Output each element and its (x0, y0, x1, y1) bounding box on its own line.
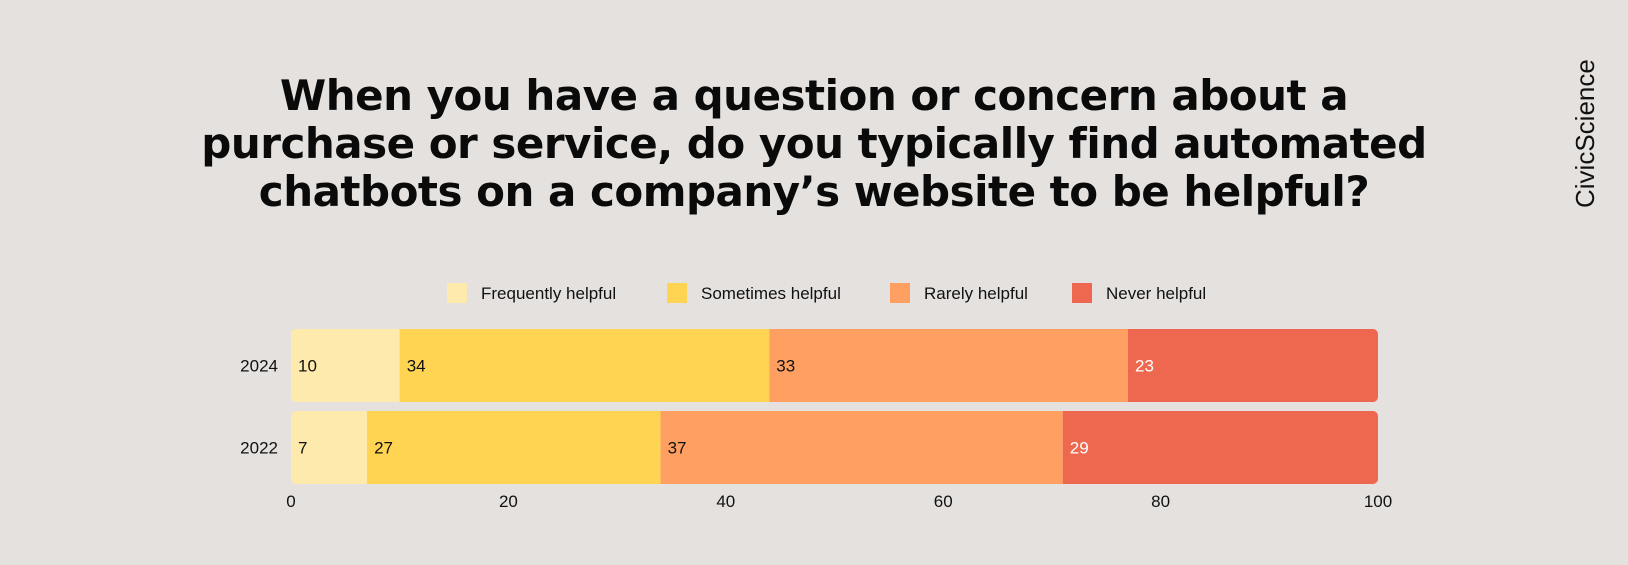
legend-swatch (890, 283, 910, 303)
data-label: 37 (668, 439, 687, 458)
bar-segment (660, 411, 1063, 484)
category-label: 2022 (240, 439, 278, 458)
data-label: 10 (298, 357, 317, 376)
bar-segment (1127, 329, 1378, 402)
legend-swatch (1072, 283, 1092, 303)
data-label: 34 (407, 357, 426, 376)
data-label: 27 (374, 439, 393, 458)
data-label: 7 (298, 439, 307, 458)
bar-segment (291, 411, 368, 484)
x-tick-label: 60 (934, 492, 953, 511)
data-label: 23 (1135, 357, 1154, 376)
title-line: chatbots on a company’s website to be he… (258, 167, 1370, 216)
bar-segment (399, 329, 770, 402)
category-label: 2024 (240, 357, 278, 376)
bar-segment (1062, 411, 1378, 484)
x-tick-label: 40 (716, 492, 735, 511)
chart-title: When you have a question or concern abou… (0, 72, 1628, 216)
data-label: 33 (776, 357, 795, 376)
legend-label: Sometimes helpful (701, 284, 841, 303)
title-line: When you have a question or concern abou… (279, 71, 1349, 120)
x-tick-label: 100 (1364, 492, 1392, 511)
bar-segment (769, 329, 1128, 402)
legend-label: Never helpful (1106, 284, 1206, 303)
x-tick-label: 0 (286, 492, 295, 511)
legend-label: Rarely helpful (924, 284, 1028, 303)
bar-segment (291, 329, 400, 402)
x-tick-label: 20 (499, 492, 518, 511)
title-line: purchase or service, do you typically fi… (201, 119, 1427, 168)
legend-swatch (667, 283, 687, 303)
data-label: 29 (1070, 439, 1089, 458)
bar-segment (367, 411, 661, 484)
legend-label: Frequently helpful (481, 284, 616, 303)
x-tick-label: 80 (1151, 492, 1170, 511)
legend-swatch (447, 283, 467, 303)
